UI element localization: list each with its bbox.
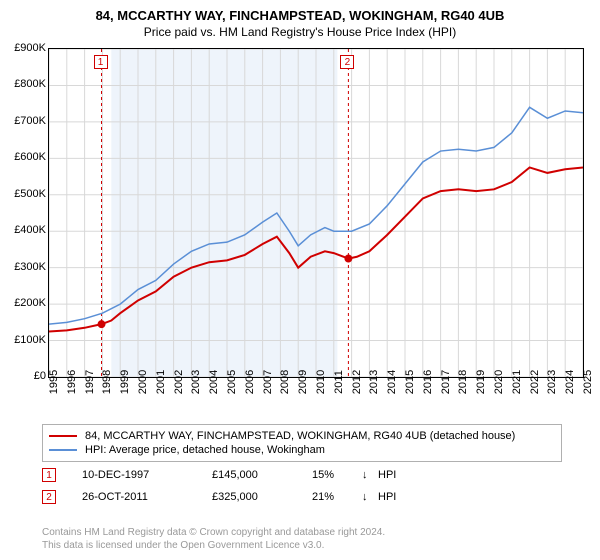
x-tick-label: 2005 xyxy=(226,370,238,394)
y-tick-label: £100K xyxy=(14,334,46,346)
sale-price: £145,000 xyxy=(212,469,312,481)
sale-index-marker: 2 xyxy=(42,490,56,504)
x-tick-label: 2012 xyxy=(351,370,363,394)
x-tick-label: 2004 xyxy=(208,370,220,394)
footer-attribution: Contains HM Land Registry data © Crown c… xyxy=(42,526,385,552)
down-arrow-icon: ↓ xyxy=(362,491,378,503)
y-tick-label: £800K xyxy=(14,78,46,90)
x-tick-label: 2009 xyxy=(297,370,309,394)
footer-line: Contains HM Land Registry data © Crown c… xyxy=(42,526,385,539)
sale-chart-marker: 2 xyxy=(340,55,354,69)
x-tick-label: 2021 xyxy=(511,370,523,394)
legend-item: 84, MCCARTHY WAY, FINCHAMPSTEAD, WOKINGH… xyxy=(49,429,555,443)
x-tick-label: 1997 xyxy=(84,370,96,394)
x-tick-label: 2014 xyxy=(386,370,398,394)
x-tick-label: 2024 xyxy=(564,370,576,394)
x-tick-label: 2013 xyxy=(368,370,380,394)
x-tick-label: 1999 xyxy=(119,370,131,394)
sale-row: 2 26-OCT-2011 £325,000 21% ↓ HPI xyxy=(42,486,396,508)
x-tick-label: 2011 xyxy=(333,370,345,394)
x-tick-label: 2001 xyxy=(155,370,167,394)
sale-row: 1 10-DEC-1997 £145,000 15% ↓ HPI xyxy=(42,464,396,486)
x-tick-label: 2020 xyxy=(493,370,505,394)
y-tick-label: £500K xyxy=(14,188,46,200)
sale-vs: HPI xyxy=(378,469,396,481)
down-arrow-icon: ↓ xyxy=(362,469,378,481)
sale-chart-marker: 1 xyxy=(94,55,108,69)
x-tick-label: 2022 xyxy=(529,370,541,394)
chart-container: 84, MCCARTHY WAY, FINCHAMPSTEAD, WOKINGH… xyxy=(0,0,600,560)
legend-swatch xyxy=(49,449,77,451)
x-tick-label: 2023 xyxy=(546,370,558,394)
x-tick-label: 2010 xyxy=(315,370,327,394)
y-tick-label: £300K xyxy=(14,261,46,273)
x-tick-label: 2007 xyxy=(262,370,274,394)
legend-label: 84, MCCARTHY WAY, FINCHAMPSTEAD, WOKINGH… xyxy=(85,430,515,442)
chart-subtitle: Price paid vs. HM Land Registry's House … xyxy=(0,23,600,39)
plot-area xyxy=(48,48,584,378)
x-tick-label: 2019 xyxy=(475,370,487,394)
chart-title: 84, MCCARTHY WAY, FINCHAMPSTEAD, WOKINGH… xyxy=(0,0,600,23)
y-tick-label: £600K xyxy=(14,151,46,163)
legend-label: HPI: Average price, detached house, Woki… xyxy=(85,444,325,456)
x-tick-label: 2000 xyxy=(137,370,149,394)
sales-table: 1 10-DEC-1997 £145,000 15% ↓ HPI 2 26-OC… xyxy=(42,464,396,508)
x-tick-label: 1995 xyxy=(48,370,60,394)
x-tick-label: 1998 xyxy=(101,370,113,394)
chart-svg xyxy=(49,49,583,377)
x-tick-label: 2016 xyxy=(422,370,434,394)
x-tick-label: 2002 xyxy=(173,370,185,394)
y-tick-label: £400K xyxy=(14,224,46,236)
sale-price: £325,000 xyxy=(212,491,312,503)
sale-pct: 15% xyxy=(312,469,362,481)
sale-date: 26-OCT-2011 xyxy=(82,491,212,503)
x-tick-label: 2017 xyxy=(440,370,452,394)
x-tick-label: 2018 xyxy=(457,370,469,394)
x-tick-label: 2008 xyxy=(279,370,291,394)
y-tick-label: £900K xyxy=(14,42,46,54)
legend-swatch xyxy=(49,435,77,437)
sale-date: 10-DEC-1997 xyxy=(82,469,212,481)
x-tick-label: 1996 xyxy=(66,370,78,394)
x-tick-label: 2003 xyxy=(190,370,202,394)
legend-item: HPI: Average price, detached house, Woki… xyxy=(49,443,555,457)
sale-index-marker: 1 xyxy=(42,468,56,482)
legend: 84, MCCARTHY WAY, FINCHAMPSTEAD, WOKINGH… xyxy=(42,424,562,462)
y-tick-label: £700K xyxy=(14,115,46,127)
footer-line: This data is licensed under the Open Gov… xyxy=(42,539,385,552)
x-tick-label: 2006 xyxy=(244,370,256,394)
y-tick-label: £200K xyxy=(14,297,46,309)
sale-pct: 21% xyxy=(312,491,362,503)
x-tick-label: 2015 xyxy=(404,370,416,394)
sale-vs: HPI xyxy=(378,491,396,503)
y-tick-label: £0 xyxy=(34,370,46,382)
x-tick-label: 2025 xyxy=(582,370,594,394)
